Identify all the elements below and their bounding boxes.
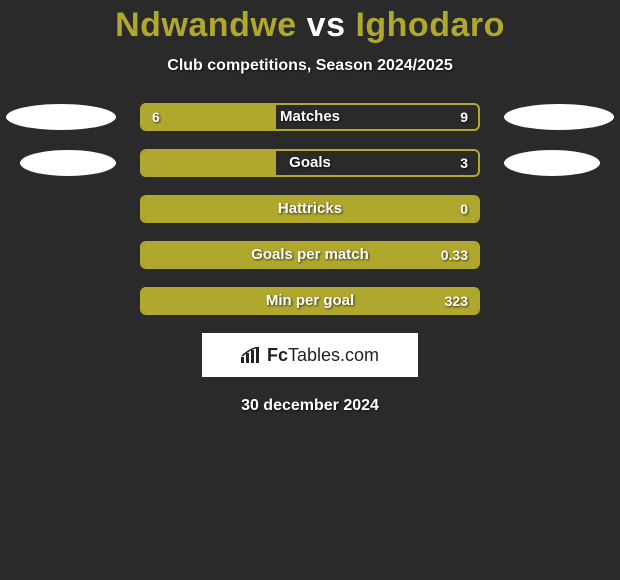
stat-row: Hattricks0: [0, 195, 620, 223]
player2-name: Ighodaro: [355, 6, 504, 44]
stat-value-left: 6: [152, 105, 160, 129]
chart-icon: [241, 347, 261, 363]
stat-bar-track: Hattricks0: [140, 195, 480, 223]
fctables-logo: FcTables.com: [202, 333, 418, 377]
stat-row: Goals per match0.33: [0, 241, 620, 269]
stat-label: Goals: [142, 151, 478, 175]
stat-bar-track: Goals3: [140, 149, 480, 177]
player2-ellipse: [504, 104, 614, 130]
stat-row: Goals3: [0, 149, 620, 177]
vs-text: vs: [307, 6, 346, 44]
stat-row: Min per goal323: [0, 287, 620, 315]
logo-text: FcTables.com: [241, 345, 379, 366]
competition-subtitle: Club competitions, Season 2024/2025: [0, 57, 620, 75]
stat-bar-track: Matches6 9: [140, 103, 480, 131]
stat-row: Matches6 9: [0, 103, 620, 131]
stat-bar-track: Goals per match0.33: [140, 241, 480, 269]
stat-value-right: 9: [460, 105, 468, 129]
snapshot-date: 30 december 2024: [0, 397, 620, 415]
stat-label: Hattricks: [142, 197, 478, 221]
stat-label: Goals per match: [142, 243, 478, 267]
stat-value-right: 0: [460, 197, 468, 221]
stat-value-right: 0.33: [441, 243, 468, 267]
player1-name: Ndwandwe: [115, 6, 297, 44]
comparison-title: Ndwandwe vs Ighodaro: [0, 0, 620, 45]
logo-rest: Tables.com: [288, 345, 379, 365]
stat-label: Matches: [142, 105, 478, 129]
stats-comparison-area: Matches6 9 Goals3 Hattricks0 Goals per match…: [0, 103, 620, 315]
player1-ellipse: [20, 150, 116, 176]
stat-bar-track: Min per goal323: [140, 287, 480, 315]
stat-value-right: 323: [445, 289, 468, 313]
player2-ellipse: [504, 150, 600, 176]
stat-label: Min per goal: [142, 289, 478, 313]
player1-ellipse: [6, 104, 116, 130]
stat-value-right: 3: [460, 151, 468, 175]
logo-bold: Fc: [267, 345, 288, 365]
